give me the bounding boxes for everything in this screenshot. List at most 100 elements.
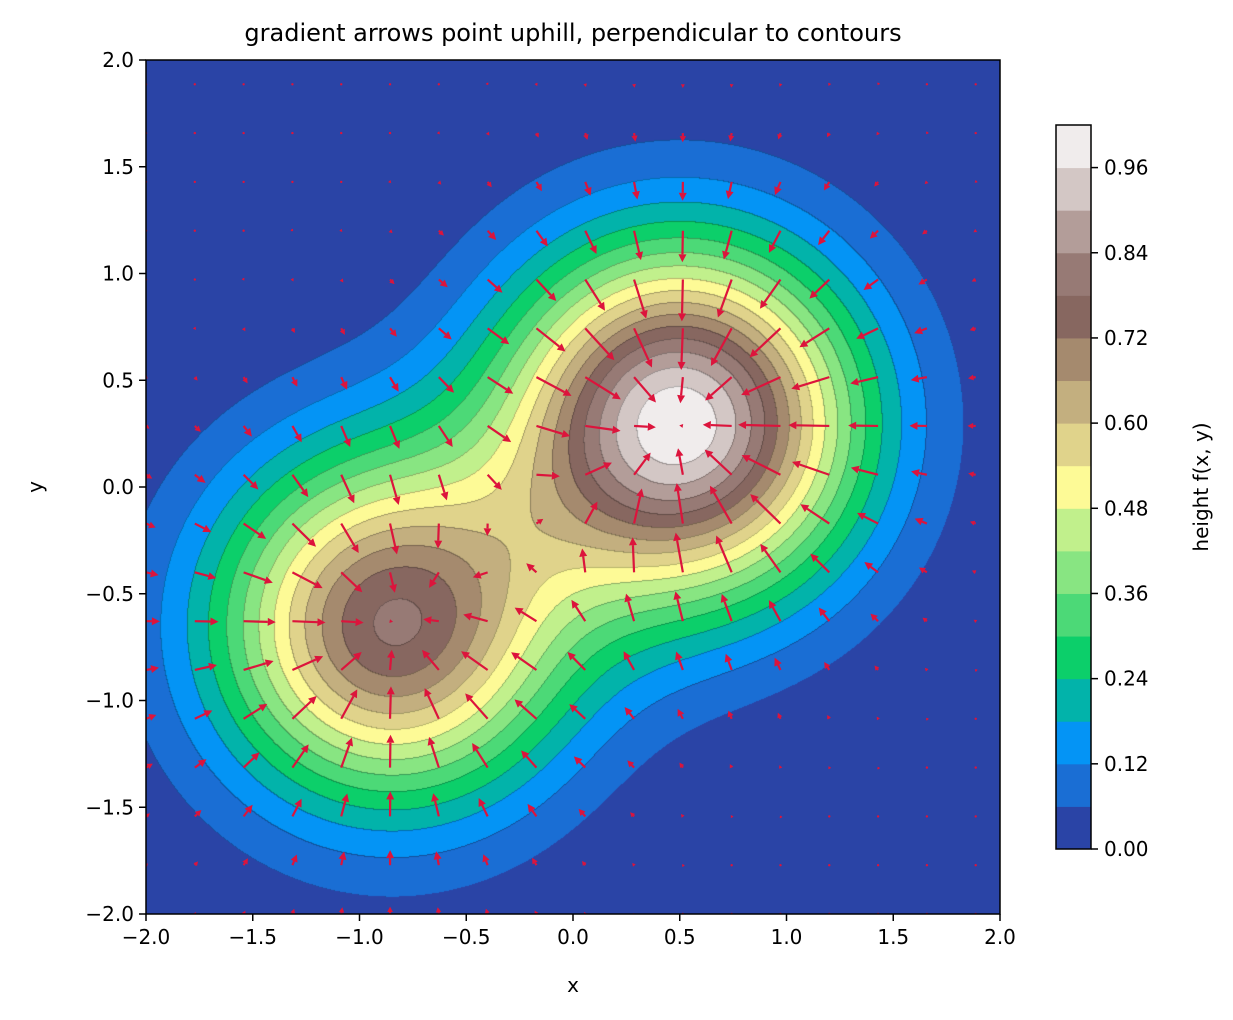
gradient-arrow <box>485 82 489 86</box>
gradient-arrow <box>514 607 538 623</box>
colorbar-frame <box>1055 124 1092 850</box>
gradient-arrow <box>914 517 928 526</box>
gradient-arrow <box>194 809 202 818</box>
colorbar-bands <box>1056 125 1091 850</box>
gradient-arrow <box>242 425 252 437</box>
gradient-arrow <box>971 277 977 282</box>
gradient-arrow <box>973 228 978 233</box>
gradient-arrow <box>633 327 653 368</box>
gradient-arrow <box>438 376 455 393</box>
gradient-arrow <box>340 522 359 554</box>
gradient-arrow <box>585 424 621 434</box>
gradient-arrow <box>241 277 245 281</box>
gradient-arrow <box>856 327 879 339</box>
gradient-arrow <box>535 376 572 396</box>
gradient-arrow <box>340 689 358 720</box>
gradient-arrow <box>472 571 488 579</box>
gradient-arrow <box>437 180 442 185</box>
gradient-arrow <box>627 760 635 769</box>
y-tick-label: 1.5 <box>102 155 134 179</box>
gradient-arrow <box>291 425 302 443</box>
colorbar-ticks: 0.00 0.12 0.24 0.36 0.48 0.60 0.72 0.84 0.96 <box>1091 156 1149 861</box>
gradient-arrow <box>388 83 392 86</box>
x-tick-label: −0.5 <box>442 925 491 949</box>
gradient-arrow <box>535 327 566 352</box>
gradient-arrow <box>291 83 294 86</box>
gradient-arrow <box>584 181 592 196</box>
gradient-arrow <box>242 752 260 769</box>
gradient-arrow <box>624 593 636 622</box>
gradient-arrow <box>438 229 444 236</box>
gradient-arrow <box>910 374 928 383</box>
gradient-arrow <box>720 593 733 622</box>
colorbar-band <box>1056 806 1091 850</box>
y-axis-label: y <box>23 481 47 493</box>
gradient-arrow <box>291 522 316 547</box>
gradient-arrow <box>623 651 636 671</box>
gradient-arrow <box>624 706 635 720</box>
gradient-arrow <box>918 567 928 574</box>
gradient-arrow <box>386 686 395 719</box>
y-tick-label: −0.5 <box>85 582 134 606</box>
gradient-arrow <box>925 131 929 135</box>
colorbar-label: height f(x, y) <box>1189 422 1213 551</box>
gradient-arrow <box>729 764 734 769</box>
gradient-arrow <box>340 737 353 768</box>
gradient-arrow <box>824 661 831 671</box>
gradient-arrow <box>291 655 324 671</box>
gradient-arrow <box>389 376 399 392</box>
gradient-arrow <box>429 571 440 588</box>
gradient-arrow <box>850 465 879 476</box>
gradient-arrow <box>677 377 686 404</box>
y-tick-label: 2.0 <box>102 48 134 72</box>
gradient-arrow <box>702 421 732 430</box>
gradient-arrow <box>759 278 782 309</box>
gradient-arrow <box>741 376 781 396</box>
gradient-arrow <box>291 744 309 769</box>
gradient-arrow <box>628 537 637 573</box>
gradient-arrow <box>584 462 612 476</box>
gradient-arrow <box>779 863 782 867</box>
gradient-arrow <box>194 522 212 533</box>
gradient-arrow <box>194 571 217 580</box>
gradient-arrow <box>914 326 928 335</box>
y-tick-label: 1.0 <box>102 262 134 286</box>
gradient-arrow <box>874 665 880 671</box>
gradient-arrow <box>973 619 978 623</box>
gradient-arrow <box>673 532 684 573</box>
gradient-arrow <box>730 863 733 867</box>
gradient-arrow <box>877 82 881 86</box>
x-tick-label: 1.0 <box>771 925 803 949</box>
gradient-arrow <box>388 180 392 184</box>
x-axis-label: x <box>567 973 579 997</box>
gradient-arrow <box>679 762 685 769</box>
gradient-arrow <box>487 376 514 394</box>
gradient-arrow <box>968 374 976 381</box>
gradient-arrow <box>926 717 929 721</box>
gradient-arrow <box>680 84 685 88</box>
gradient-arrow <box>340 793 350 817</box>
gradient-arrow <box>922 617 928 623</box>
gradient-arrow <box>192 326 196 330</box>
gradient-arrow <box>386 734 395 768</box>
gradient-arrow <box>389 327 397 337</box>
gradient-arrow <box>876 131 880 136</box>
gradient-arrow <box>534 82 538 87</box>
gradient-arrow <box>339 278 344 283</box>
gradient-arrow <box>340 131 343 135</box>
gradient-arrow <box>818 607 831 622</box>
colorbar-band <box>1056 678 1091 722</box>
gradient-arrow <box>461 651 489 671</box>
gradient-arrow <box>242 522 267 539</box>
gradient-arrow <box>486 229 497 240</box>
gradient-arrow <box>389 619 394 623</box>
gradient-arrow <box>675 651 684 671</box>
gradient-arrow <box>527 803 538 818</box>
gradient-arrow <box>850 376 879 386</box>
gradient-arrow <box>779 765 783 769</box>
gradient-arrow <box>710 327 733 367</box>
gradient-arrow <box>194 710 213 720</box>
gradient-arrow <box>677 328 686 370</box>
colorbar-band <box>1056 252 1091 296</box>
gradient-arrow <box>573 756 587 769</box>
